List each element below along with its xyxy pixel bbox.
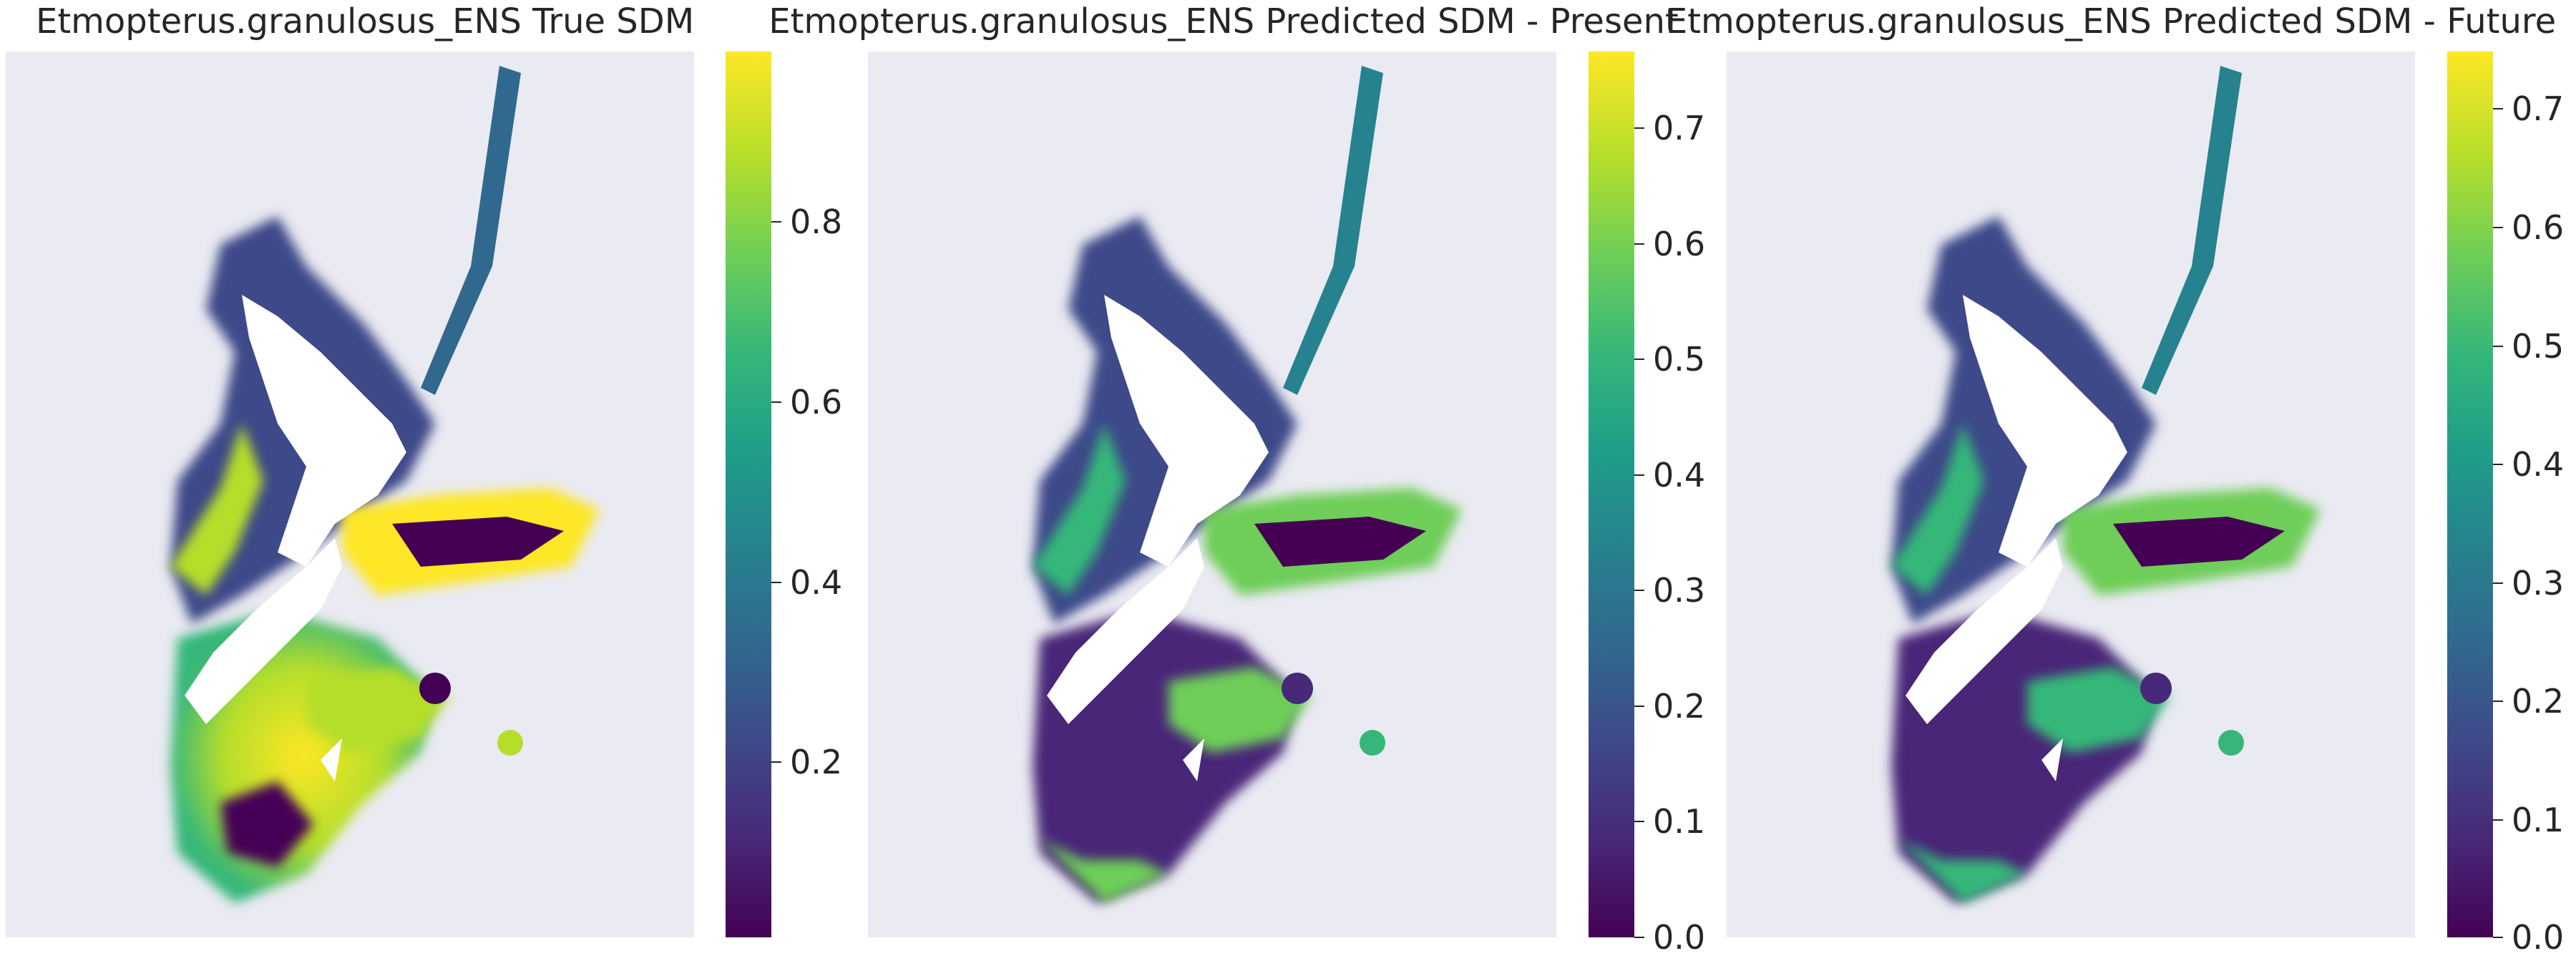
kermadec-ridge <box>421 66 521 395</box>
south-island <box>1906 538 2063 724</box>
colorbar: 0.0 0.1 0.2 0.3 0.4 0.5 0.6 0.7 <box>1589 52 1705 957</box>
campbell-plateau <box>170 610 435 903</box>
stewart-island <box>321 738 342 781</box>
north-island <box>1104 295 1269 567</box>
colorbar-gradient <box>2447 52 2493 937</box>
shelf-region-west <box>170 424 263 595</box>
stewart-island <box>2041 738 2063 781</box>
colorbar: 0.0 0.1 0.2 0.3 0.4 0.5 0.6 0.7 <box>2447 52 2564 957</box>
panel-predicted-present: Etmopterus.granulosus_ENS Predicted SDM … <box>769 0 1717 966</box>
stewart-island <box>1183 738 1204 781</box>
campbell-plateau-core <box>220 781 313 867</box>
bounty-core <box>419 673 451 704</box>
sdm-map-svg <box>1033 66 1462 903</box>
bounty-region <box>306 667 449 753</box>
north-island <box>242 295 406 567</box>
chatham-islands-patch <box>497 730 523 756</box>
chart-title: Etmopterus.granulosus_ENS True SDM <box>36 1 695 42</box>
kermadec-ridge <box>1283 66 1383 395</box>
chart-title: Etmopterus.granulosus_ENS Predicted SDM … <box>1665 1 2557 42</box>
chatham-rise-core <box>392 517 564 567</box>
colorbar-gradient <box>726 52 771 937</box>
sdm-heatmap <box>6 52 694 937</box>
chart-title: Etmopterus.granulosus_ENS Predicted SDM … <box>769 1 1679 42</box>
shelf-region-west <box>1891 424 1984 595</box>
chatham-rise-core <box>2113 517 2285 567</box>
bounty-core <box>1282 673 1313 704</box>
south-island <box>1047 538 1204 724</box>
chatham-islands-patch <box>1360 730 1385 756</box>
bounty-region <box>1169 667 1312 753</box>
plateau-rim <box>1898 839 2027 903</box>
sdm-heatmap <box>1727 52 2415 937</box>
south-island <box>185 538 342 724</box>
colorbar-gradient <box>1589 52 1634 937</box>
sdm-map-svg <box>170 66 600 903</box>
sdm-heatmap <box>868 52 1556 937</box>
sdm-map-svg <box>1891 66 2321 903</box>
kermadec-ridge <box>2142 66 2242 395</box>
north-island <box>1963 295 2127 567</box>
colorbar: 0.2 0.4 0.6 0.8 <box>726 52 842 937</box>
shelf-region-west <box>1033 424 1126 595</box>
panel-true-sdm: Etmopterus.granulosus_ENS True SDM <box>0 0 859 966</box>
plateau-rim <box>1040 839 1169 903</box>
panel-predicted-future: Etmopterus.granulosus_ENS Predicted SDM … <box>1666 0 2576 966</box>
chatham-rise-core <box>1254 517 1426 567</box>
bounty-region <box>2027 667 2170 753</box>
chatham-islands-patch <box>2218 730 2244 756</box>
bounty-core <box>2140 673 2172 704</box>
